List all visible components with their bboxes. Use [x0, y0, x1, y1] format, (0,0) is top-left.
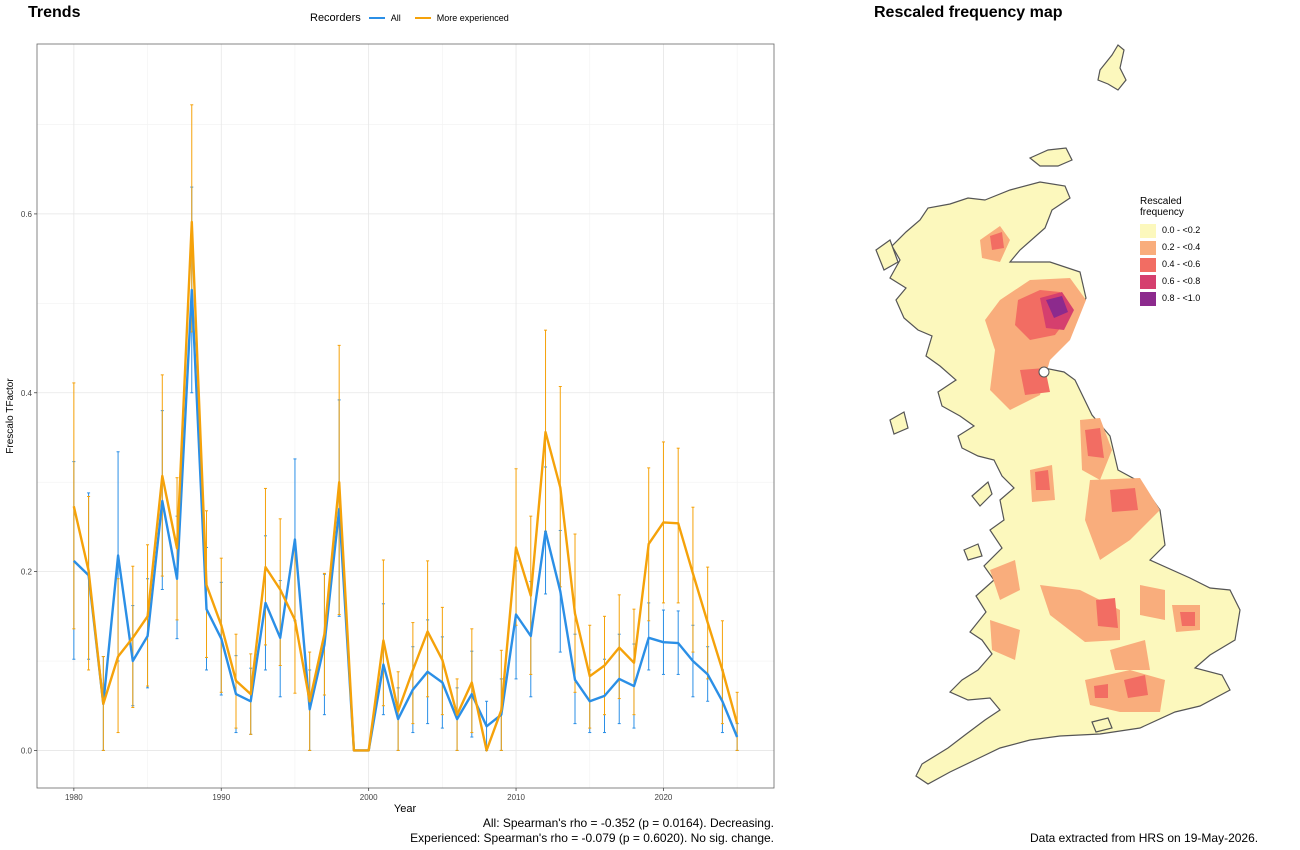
hebrides-island	[875, 239, 899, 271]
footnote-all: All: Spearman's rho = -0.352 (p = 0.0164…	[482, 816, 774, 830]
legend-item-label: 0.8 - <1.0	[1162, 293, 1201, 303]
isle-of-wight	[1091, 717, 1113, 733]
y-tick-label: 0.0	[21, 746, 33, 755]
x-axis-label: Year	[394, 803, 417, 815]
map-legend-item: 0.4 - <0.6	[1140, 256, 1200, 273]
map-legend-title-2: frequency	[1140, 207, 1184, 218]
firth-marker	[1038, 366, 1050, 378]
series-layer	[72, 104, 739, 752]
x-tick-label: 2010	[507, 793, 525, 802]
islay-island	[889, 411, 909, 435]
footnote-experienced: Experienced: Spearman's rho = -0.079 (p …	[410, 831, 774, 845]
x-tick-label: 1990	[212, 793, 230, 802]
map-legend-item: 0.2 - <0.4	[1140, 239, 1200, 256]
shetland-island	[1097, 44, 1127, 91]
map-title: Rescaled frequency map	[874, 4, 1063, 21]
uk-frequency-map	[875, 44, 1241, 785]
orkney-island	[1028, 147, 1073, 167]
map-legend-item: 0.6 - <0.8	[1140, 273, 1200, 290]
map-legend-item: 0.0 - <0.2	[1140, 222, 1200, 239]
plot-panel-border	[36, 43, 775, 789]
legend-label-experienced: More experienced	[436, 13, 509, 23]
map-caption: Data extracted from HRS on 19-May-2026.	[1030, 831, 1259, 845]
y-tick-label: 0.2	[21, 568, 33, 577]
chart-legend: Recorders All More experienced	[310, 12, 509, 24]
legend-item-label: 0.6 - <0.8	[1162, 276, 1201, 286]
legend-key-experienced	[414, 17, 431, 19]
legend-item-label: 0.4 - <0.6	[1162, 259, 1201, 269]
map-legend: Rescaled frequency 0.0 - <0.2 0.2 - <0.4…	[1140, 196, 1200, 307]
x-tick-label: 2020	[655, 793, 673, 802]
great-britain-mainland	[889, 181, 1241, 785]
y-axis-label: Frescalo TFactor	[5, 378, 16, 454]
legend-label-all: All	[390, 13, 401, 23]
isle-of-man	[971, 480, 993, 507]
series-1	[72, 104, 739, 751]
anglesey-island	[963, 543, 983, 561]
y-tick-label: 0.6	[21, 210, 33, 219]
legend-title: Recorders	[310, 12, 361, 24]
map-legend-item: 0.8 - <1.0	[1140, 290, 1200, 307]
series-line-0	[72, 288, 739, 752]
y-tick-label: 0.4	[21, 389, 33, 398]
legend-swatch	[1140, 240, 1156, 255]
zones-0.8-1.0	[1046, 296, 1068, 318]
legend-swatch	[1140, 291, 1156, 306]
legend-item-label: 0.2 - <0.4	[1162, 242, 1201, 252]
map-legend-title-1: Rescaled	[1140, 196, 1182, 207]
chart-title: Trends	[28, 4, 81, 21]
legend-swatch	[1140, 257, 1156, 272]
x-tick-label: 1980	[65, 793, 83, 802]
x-tick-label: 2000	[360, 793, 378, 802]
legend-swatch	[1140, 223, 1156, 238]
legend-item-label: 0.0 - <0.2	[1162, 225, 1201, 235]
legend-key-all	[368, 17, 385, 19]
axis-layer: 1980 1990 2000 2010 2020 0.0 0.2 0.4 0.6	[21, 210, 673, 802]
series-0	[72, 186, 739, 751]
trend-chart: 1980 1990 2000 2010 2020 0.0 0.2 0.4 0.6 Year Fr…	[5, 43, 775, 815]
legend-swatch	[1140, 274, 1156, 289]
series-line-1	[72, 220, 739, 752]
